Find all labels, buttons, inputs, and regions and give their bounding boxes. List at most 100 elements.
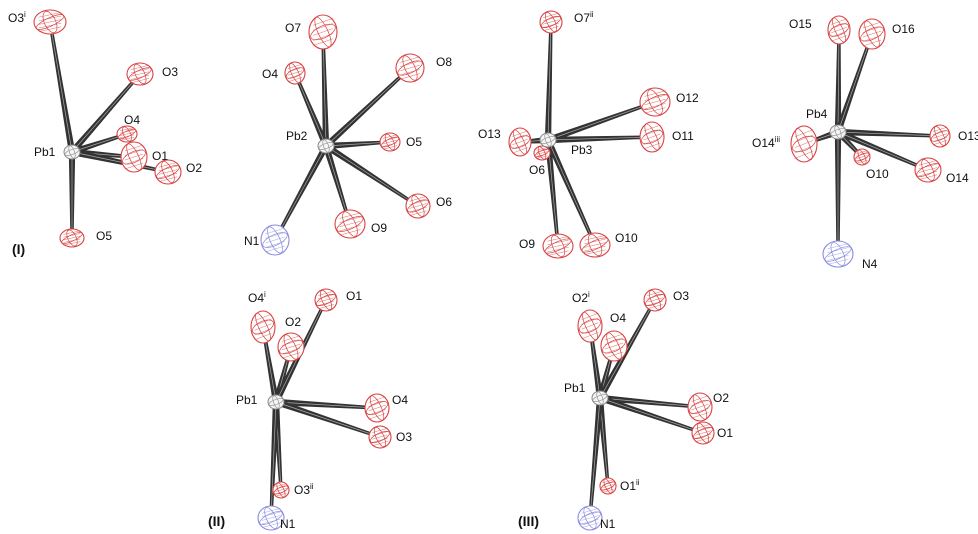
bond-o5-highlight (325, 141, 391, 147)
atom-o3 (643, 288, 667, 312)
bond-o15-highlight (837, 29, 840, 133)
bond-o3-highlight (599, 299, 656, 399)
atom-o7 (308, 14, 338, 50)
bond-o14-highlight (837, 131, 929, 171)
bond-o15 (834, 30, 842, 132)
structure-panel-3: Pb3 O7ii O12 O11 O13 O6 O9 O10 (478, 10, 699, 259)
ligand-label-n4: N4 (862, 257, 878, 271)
bond-o7 (321, 32, 330, 147)
bond-o4 (275, 398, 378, 410)
ligand-label-o5: O5 (96, 229, 112, 243)
ligand-label-o13: O13 (958, 129, 978, 143)
bond-o11-highlight (547, 136, 653, 141)
atom-o9 (334, 209, 366, 239)
bond-n1 (588, 397, 604, 519)
atom-o10 (579, 232, 611, 258)
atom-o11 (639, 121, 665, 153)
bond-o4-highlight (294, 72, 327, 147)
bond-o4-highlight (275, 401, 378, 409)
atom-o5 (379, 132, 401, 152)
atom-o4 (284, 61, 306, 85)
center-atom-label: Pb3 (571, 143, 593, 157)
atom-o4 (600, 330, 628, 362)
panel-label: (II) (208, 513, 225, 529)
bond-o2-highlight (71, 151, 169, 173)
ligand-label-o6: O6 (529, 163, 545, 177)
ligand-label-o13: O13 (478, 127, 501, 141)
ligand-label-o2-i: O2i (572, 290, 590, 305)
bond-o3-highlight (275, 401, 381, 438)
atom-o4 (116, 125, 138, 143)
ligand-label-o10: O10 (866, 167, 889, 181)
bond-o16-highlight (837, 33, 873, 133)
bond-o7-highlight (322, 31, 327, 147)
atom-o4-i (250, 310, 276, 344)
bond-o3-highlight (71, 73, 141, 153)
ligand-label-o4: O4 (610, 311, 626, 325)
atom-o8 (395, 53, 425, 83)
atom-o10 (853, 148, 871, 166)
atom-o3-ii (272, 481, 290, 499)
atom-o2 (277, 332, 305, 362)
bond-n1-highlight (270, 401, 277, 519)
atom-o2 (687, 392, 713, 422)
bond-o10-highlight (547, 139, 596, 246)
atom-o13 (508, 127, 532, 157)
atom-o3 (126, 62, 154, 86)
ligand-label-o7: O7 (285, 21, 301, 35)
ligand-label-o9: O9 (371, 221, 387, 235)
panel-label: (I) (12, 241, 25, 257)
ligand-label-o1-ii: O1ii (620, 478, 640, 493)
atom-o4 (364, 393, 390, 423)
ligand-label-o14: O14 (946, 171, 969, 185)
ligand-label-o3: O3 (396, 430, 412, 444)
atom-o1-ii (599, 477, 617, 495)
center-atom-label: Pb1 (34, 145, 56, 159)
ligand-label-o4-i: O4i (248, 290, 266, 305)
ligand-label-o10: O10 (615, 231, 638, 245)
ligand-label-o12: O12 (676, 91, 699, 105)
bond-o2-highlight (599, 397, 701, 408)
bond-o2 (599, 394, 701, 409)
lead-atom (539, 132, 557, 148)
ligand-label-o8: O8 (436, 55, 452, 69)
atom-o16 (858, 18, 886, 50)
ligand-label-o15: O15 (789, 17, 812, 31)
ligand-label-o14-iii: O14iii (752, 135, 780, 150)
center-atom-label: Pb2 (286, 129, 308, 143)
bond-n1 (269, 401, 280, 519)
structure-panel-2: Pb2 O7 O4 O8 O5 O6 O9 N1 (244, 14, 452, 256)
ligand-label-o16: O16 (892, 22, 915, 36)
bond-o11 (547, 135, 652, 144)
center-atom-label: Pb1 (564, 381, 586, 395)
atom-o1 (314, 288, 338, 312)
bond-o13-highlight (837, 131, 941, 137)
ligand-label-o1: O1 (152, 149, 168, 163)
ligand-label-o4: O4 (262, 67, 278, 81)
lead-atom (63, 144, 81, 160)
ligand-label-n1: N1 (280, 517, 296, 531)
atom-o6 (533, 145, 551, 161)
center-atom-label: Pb4 (806, 107, 828, 121)
ligand-label-o4: O4 (392, 393, 408, 407)
atom-o2 (154, 159, 182, 185)
bond-o6-highlight (325, 145, 419, 207)
bond-o2 (588, 325, 604, 399)
atom-o15 (827, 15, 851, 45)
ligand-label-o2: O2 (285, 315, 301, 329)
atom-o3 (368, 425, 392, 449)
ligand-label-o9: O9 (519, 237, 535, 251)
ligand-label-o5: O5 (406, 135, 422, 149)
bond-o8-highlight (325, 67, 411, 147)
atom-n1 (577, 505, 603, 531)
lead-atom (317, 138, 335, 154)
atom-o13 (929, 124, 951, 148)
atom-o9 (542, 233, 574, 259)
atom-o12 (639, 87, 671, 117)
bond-o12-highlight (547, 101, 656, 141)
bond-o7-highlight (547, 21, 552, 141)
ligand-label-o3: O3 (162, 65, 178, 79)
ligand-label-o6: O6 (436, 195, 452, 209)
structure-panel-5: Pb1 O4i O2 O1 O4 O3 O3ii N1 (II) (208, 288, 412, 531)
